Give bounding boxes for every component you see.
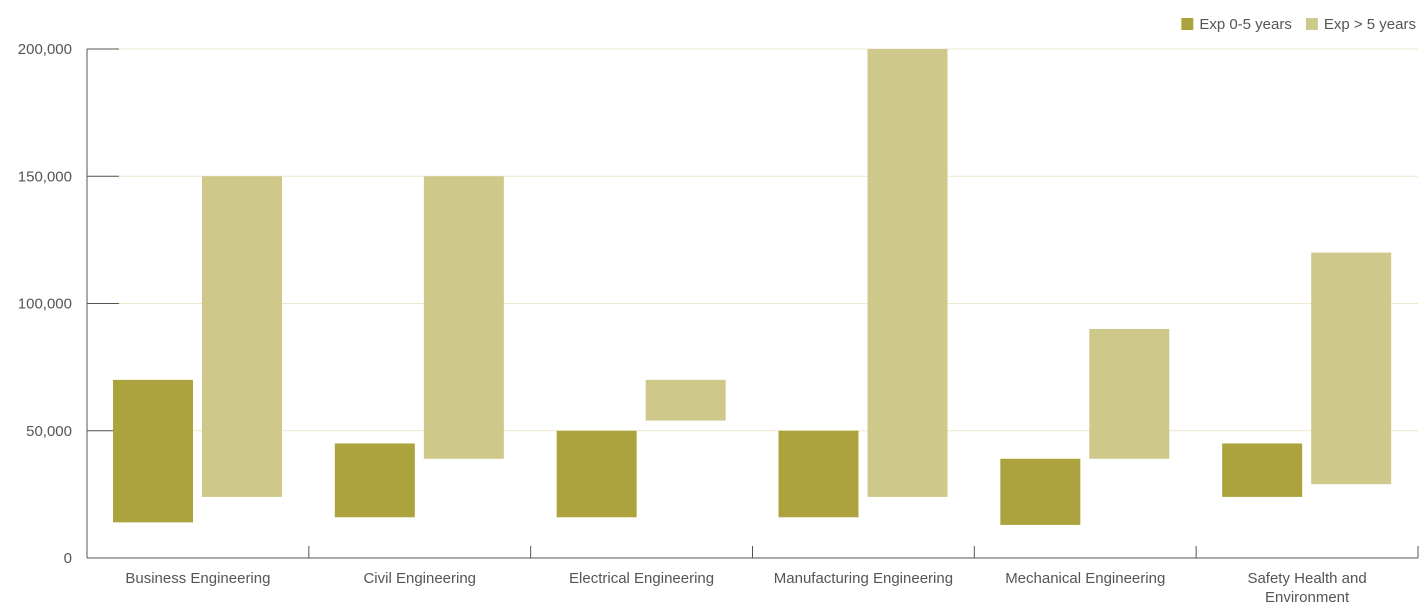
legend-label[interactable]: Exp 0-5 years	[1199, 16, 1292, 33]
y-tick-label: 50,000	[26, 423, 72, 440]
y-axis: 0 50,000 100,000 150,000 200,000	[18, 41, 119, 567]
y-tick-label: 100,000	[18, 296, 72, 313]
legend-label[interactable]: Exp > 5 years	[1324, 16, 1416, 33]
bar-exp-0-5[interactable]	[1000, 458, 1081, 525]
bar-exp-0-5[interactable]	[1222, 443, 1303, 497]
bar-exp-gt-5[interactable]	[423, 176, 504, 459]
bar-exp-gt-5[interactable]	[1311, 252, 1392, 485]
y-tick-label: 0	[64, 550, 72, 567]
bar-exp-0-5[interactable]	[113, 379, 193, 523]
bar-exp-gt-5[interactable]	[202, 176, 282, 497]
bar-exp-gt-5[interactable]	[867, 49, 948, 497]
x-tick-label: Business Engineering	[125, 570, 270, 587]
x-tick-label: Manufacturing Engineering	[774, 570, 953, 587]
bar-exp-0-5[interactable]	[556, 430, 637, 518]
x-tick-label: Environment	[1265, 589, 1350, 605]
legend-swatch	[1181, 18, 1194, 30]
x-axis: Business Engineering Civil Engineering Ele…	[87, 546, 1419, 605]
bars	[113, 49, 1392, 525]
bar-exp-0-5[interactable]	[778, 430, 859, 518]
legend-swatch	[1305, 18, 1318, 30]
bar-exp-gt-5[interactable]	[1089, 328, 1170, 459]
legend[interactable]: Exp 0-5 years Exp > 5 years	[1181, 16, 1416, 33]
bar-exp-0-5[interactable]	[334, 443, 415, 518]
x-tick-label: Civil Engineering	[363, 570, 476, 587]
x-tick-label: Electrical Engineering	[569, 570, 714, 587]
x-tick-label: Safety Health and	[1247, 570, 1366, 587]
bar-exp-gt-5[interactable]	[645, 379, 726, 421]
y-tick-label: 150,000	[18, 168, 72, 185]
x-tick-label: Mechanical Engineering	[1005, 570, 1165, 587]
gridlines	[87, 48, 1418, 432]
y-tick-label: 200,000	[18, 41, 72, 58]
